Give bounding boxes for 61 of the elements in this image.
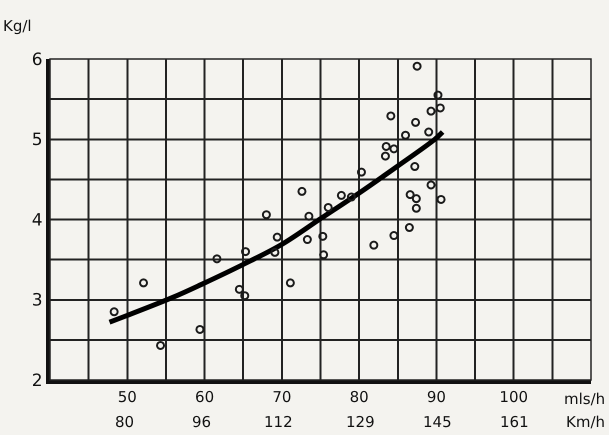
point [324, 202, 333, 212]
x-axis-title: mls/h [564, 390, 606, 408]
x-tick-label: 80 [350, 388, 369, 406]
point [270, 248, 280, 257]
point [319, 250, 328, 260]
x2-tick-label: 129 [346, 413, 375, 431]
point [318, 232, 328, 241]
point [412, 62, 422, 71]
point [424, 128, 434, 137]
y-axis-title: Kg/l [3, 17, 32, 35]
point [406, 190, 415, 200]
point [156, 340, 166, 350]
x-tick-label: 50 [118, 388, 137, 406]
x2-tick-label: 112 [264, 413, 293, 431]
x2-tick-label: 161 [500, 413, 529, 431]
point [356, 168, 366, 177]
x-tick-label: 100 [499, 388, 528, 406]
y-tick-label: 3 [32, 290, 43, 311]
x-tick-label: 70 [272, 388, 292, 406]
point [380, 152, 390, 161]
x2-tick-label: 96 [192, 413, 212, 431]
point [436, 103, 445, 112]
point [436, 194, 446, 204]
point [240, 291, 250, 300]
x2-axis-title: Km/h [566, 413, 606, 431]
point [302, 235, 312, 244]
x-tick-label: 60 [195, 388, 214, 406]
point [286, 278, 295, 288]
point [297, 186, 306, 196]
x2-tick-label: 80 [115, 413, 134, 431]
point [389, 144, 398, 154]
y-tick-label: 6 [32, 50, 43, 70]
y-tick-label: 2 [32, 370, 43, 391]
point [426, 106, 436, 116]
y-tick-label: 4 [32, 210, 43, 230]
x2-tick-label: 145 [423, 413, 452, 431]
point [386, 111, 396, 120]
point [433, 90, 442, 100]
x-tick-label: 90 [426, 388, 446, 406]
point [412, 194, 421, 204]
point [369, 240, 378, 250]
point [346, 192, 356, 202]
point [304, 212, 314, 221]
point [262, 210, 271, 220]
point [234, 284, 244, 294]
point [272, 232, 282, 242]
point [110, 307, 119, 316]
point [411, 118, 420, 127]
point [404, 223, 414, 232]
point [336, 190, 346, 200]
point [410, 162, 420, 172]
point [426, 180, 436, 190]
point [195, 324, 204, 334]
point [401, 130, 410, 140]
y-tick-label: 5 [32, 130, 43, 150]
point [382, 142, 391, 151]
point [389, 231, 398, 240]
point [241, 247, 250, 256]
point [412, 204, 421, 213]
point [139, 278, 148, 288]
point [212, 254, 222, 264]
